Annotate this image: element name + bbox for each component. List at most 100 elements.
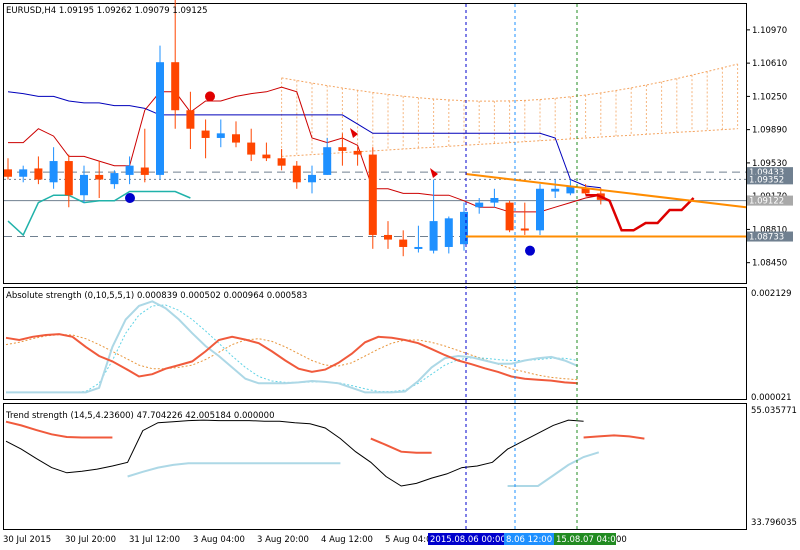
main-plot: [4, 0, 747, 257]
trend-axis-max: 55.035771: [751, 406, 797, 416]
candle-body: [505, 202, 514, 231]
time-label: 3 Aug 04:00: [193, 535, 245, 545]
time-label: 4 Aug 12:00: [321, 535, 373, 545]
candle-body: [262, 154, 271, 159]
trend-axis-min: 33.796035: [751, 518, 797, 528]
crosshair-time-label: 2015.08.06 00:00: [430, 535, 506, 545]
projection-line: [585, 193, 695, 232]
candle-body: [536, 188, 544, 231]
candle-body: [292, 165, 301, 183]
trend-strength-title: Trend strength (14,5,4.23600) 47.704226 …: [5, 411, 274, 421]
trendline: [465, 172, 747, 209]
buy-signal-dot: [125, 193, 135, 204]
candle-body: [247, 142, 256, 155]
candle-body: [520, 228, 529, 231]
candle-body: [110, 173, 119, 185]
tenkan-line: [8, 86, 601, 213]
price-level-badge: [747, 174, 793, 185]
candle-body: [277, 158, 286, 166]
time-label: 30 Jul 20:00: [65, 535, 116, 545]
time-label: 5 Aug 04:00: [385, 535, 437, 545]
sell-arrow-icon: [350, 128, 358, 138]
kumo-upper: [281, 63, 738, 102]
abs-main-line: [5, 333, 578, 385]
abs-signal-line: [6, 300, 579, 394]
trend-bear-line: [370, 437, 432, 454]
candle-body: [49, 161, 58, 183]
trend-neutral-line: [507, 451, 600, 487]
candle-body: [581, 187, 590, 194]
candle-body: [460, 211, 468, 245]
trend-bear-line: [5, 420, 113, 439]
candle-body: [4, 169, 12, 177]
candle-body: [95, 174, 104, 180]
price-level-badge: [747, 195, 793, 206]
candle-body: [19, 169, 28, 177]
abs-main-dotted: [5, 334, 578, 381]
price-level-badge: [747, 167, 793, 178]
chikou-line: [7, 190, 191, 237]
candle-body: [64, 161, 73, 196]
candle-body: [171, 62, 180, 111]
crosshair-time-label: 15.08.07 04:00: [556, 535, 621, 545]
trend-strength-plot: [5, 419, 645, 487]
sell-signal-dot: [205, 91, 215, 102]
candle-body: [399, 239, 408, 247]
crosshair-time-badge: [428, 533, 504, 545]
crosshair-time-label: 8.06 12:00: [506, 535, 552, 545]
crosshair-time-badge: [504, 533, 554, 545]
candle-body: [186, 110, 195, 129]
main-pane-title: EURUSD,H4 1.09195 1.09262 1.09079 1.0912…: [6, 6, 208, 16]
candle-body: [490, 198, 499, 203]
candle-body: [232, 134, 240, 143]
price-tick-label: 1.08810: [752, 225, 787, 235]
candle-body: [201, 130, 210, 138]
sell-arrow-icon: [430, 168, 438, 178]
price-tick-label: 1.10610: [752, 59, 787, 69]
candle-body: [414, 246, 423, 249]
crosshair-time-badge: [554, 533, 616, 545]
price-tick-label: 1.10970: [752, 26, 787, 36]
price-tick-label: 1.10250: [752, 92, 787, 102]
candle-body: [551, 188, 560, 192]
time-label: 30 Jul 2015: [3, 535, 51, 545]
trend-bull-line: [5, 419, 584, 487]
price-level-label: 1.09122: [749, 197, 784, 207]
price-axis: 1.10970 1.10610 1.10250 1.09890 1.09530 1.091…: [746, 26, 793, 269]
candle-body: [125, 165, 134, 175]
candle-body: [140, 167, 149, 175]
candle-body: [368, 154, 377, 235]
abs-axis-min: 0.000021: [751, 393, 792, 403]
main-pane[interactable]: [3, 3, 747, 284]
candle-body: [566, 185, 575, 194]
candle-body: [323, 147, 332, 175]
candle-body: [429, 221, 438, 251]
candle-body: [216, 133, 225, 138]
candle-body: [444, 218, 453, 247]
price-tick-label: 1.09890: [752, 126, 787, 136]
candle-body: [475, 202, 484, 208]
price-level-label: 1.09352: [749, 175, 784, 185]
candle-body: [80, 174, 88, 196]
price-tick-label: 1.08450: [752, 259, 787, 269]
absolute-strength-pane[interactable]: [3, 287, 747, 400]
absolute-strength-plot: [5, 300, 579, 394]
time-label: 00: [616, 535, 627, 545]
candle-body: [34, 168, 43, 180]
price-level-badge: [747, 231, 793, 242]
abs-axis-max: 0.002129: [751, 289, 792, 299]
price-level-label: 1.09433: [749, 168, 784, 178]
price-level-label: 1.08733: [749, 233, 784, 243]
candle-body: [338, 147, 347, 151]
time-label: 31 Jul 12:00: [129, 535, 180, 545]
buy-signal-dot: [525, 245, 535, 256]
absolute-strength-title: Absolute strength (0,10,5,5,1) 0.000839 …: [6, 291, 307, 301]
time-label: 3 Aug 20:00: [257, 535, 309, 545]
trend-neutral-line: [127, 462, 341, 478]
candle-body: [156, 62, 164, 175]
candle-body: [384, 234, 392, 240]
trend-bear-line: [583, 434, 645, 440]
price-tick-label: 1.09530: [752, 159, 787, 169]
candle-body: [308, 174, 316, 183]
